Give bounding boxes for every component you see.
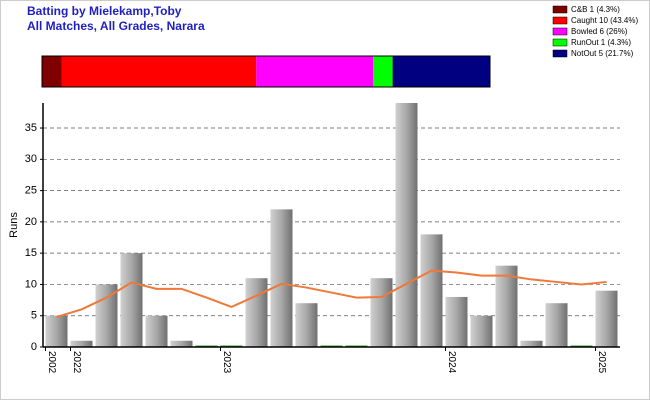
dismissal-segment <box>392 56 490 87</box>
y-tick-label: 5 <box>31 310 37 322</box>
bar <box>420 234 443 347</box>
legend-label: Caught 10 (43.4%) <box>571 16 638 25</box>
legend-label: RunOut 1 (4.3%) <box>571 38 631 47</box>
chart-title: Batting by Mielekamp,Toby <box>27 4 182 18</box>
y-tick-label: 20 <box>25 216 37 228</box>
bar <box>120 253 143 347</box>
bar <box>70 340 93 347</box>
x-tick-label: 2023 <box>221 351 232 374</box>
bar <box>295 303 318 347</box>
legend-swatch <box>552 5 568 14</box>
y-tick-label: 30 <box>25 153 37 165</box>
x-tick-label: 2022 <box>71 351 82 374</box>
bar <box>395 103 418 347</box>
y-tick-label: 10 <box>25 278 37 290</box>
bar <box>595 290 618 347</box>
bar <box>445 296 468 347</box>
bar <box>545 303 568 347</box>
legend-swatch <box>552 16 568 25</box>
x-tick-label: 2025 <box>596 351 607 374</box>
bar <box>170 340 193 347</box>
legend-label: C&B 1 (4.3%) <box>571 5 620 14</box>
bar <box>520 340 543 347</box>
chart-subtitle: All Matches, All Grades, Narara <box>27 19 205 33</box>
bar <box>370 278 393 347</box>
bar <box>495 265 518 347</box>
dismissal-segment <box>42 56 62 87</box>
y-tick-label: 35 <box>25 122 37 134</box>
x-tick-label: 2002 <box>46 351 57 374</box>
legend-swatch <box>552 49 568 58</box>
dismissal-segment <box>373 56 393 87</box>
y-tick-label: 0 <box>31 341 37 353</box>
y-axis-label: Runs <box>8 212 20 238</box>
dismissal-border <box>41 55 491 88</box>
bar <box>145 315 168 347</box>
legend-label: NotOut 5 (21.7%) <box>571 49 634 58</box>
bar <box>245 278 268 347</box>
x-tick-label: 2024 <box>446 351 457 374</box>
bar <box>470 315 493 347</box>
y-tick-label: 15 <box>25 247 37 259</box>
y-tick-label: 25 <box>25 184 37 196</box>
bar <box>45 315 68 347</box>
dismissal-segment <box>61 56 257 87</box>
legend-swatch <box>552 27 568 36</box>
average-line <box>56 269 607 318</box>
dismissal-segment <box>256 56 374 87</box>
bar <box>270 209 293 347</box>
legend-swatch <box>552 38 568 47</box>
legend-label: Bowled 6 (26%) <box>571 27 628 36</box>
